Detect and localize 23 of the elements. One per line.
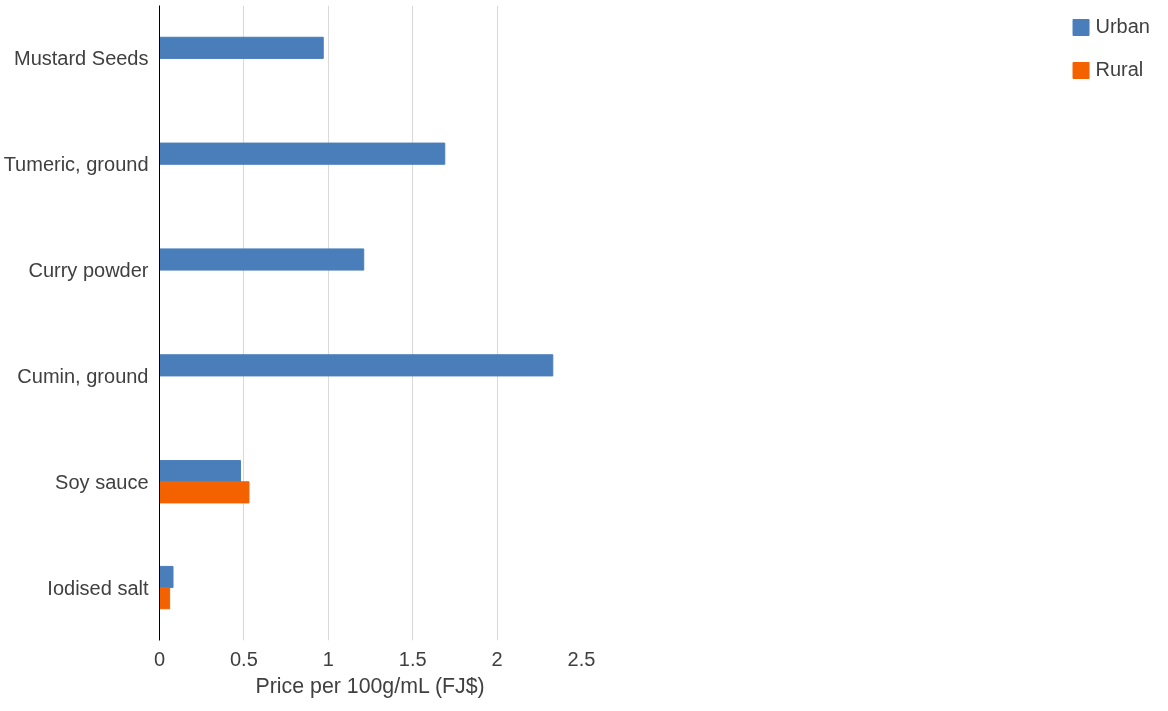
x-axis-title: Price per 100g/mL (FJ$) xyxy=(255,673,485,698)
y-tick-label: Tumeric, ground xyxy=(3,153,149,176)
x-tick-label: 2 xyxy=(491,647,503,670)
x-tick-label: 1 xyxy=(322,647,334,670)
bar xyxy=(159,587,171,610)
x-tick-label: 2.5 xyxy=(567,647,596,670)
y-tick-label: Soy sauce xyxy=(55,470,149,493)
bar xyxy=(159,36,324,59)
bar xyxy=(159,354,554,377)
x-tick-label: 0.5 xyxy=(230,647,258,670)
bar xyxy=(159,142,446,165)
x-tick-label: 0 xyxy=(153,647,166,670)
x-tick-label: 1.5 xyxy=(398,647,427,670)
bar xyxy=(159,565,174,589)
bar xyxy=(159,481,250,504)
bar xyxy=(159,248,365,271)
y-tick-label: Iodised salt xyxy=(47,576,149,599)
y-tick-label: Mustard Seeds xyxy=(13,47,149,70)
y-tick-label: Curry powder xyxy=(28,259,149,282)
bar xyxy=(159,460,242,483)
y-tick-label: Cumin, ground xyxy=(17,364,149,387)
legend-label: Urban xyxy=(1095,15,1150,38)
legend-label: Rural xyxy=(1095,58,1144,81)
